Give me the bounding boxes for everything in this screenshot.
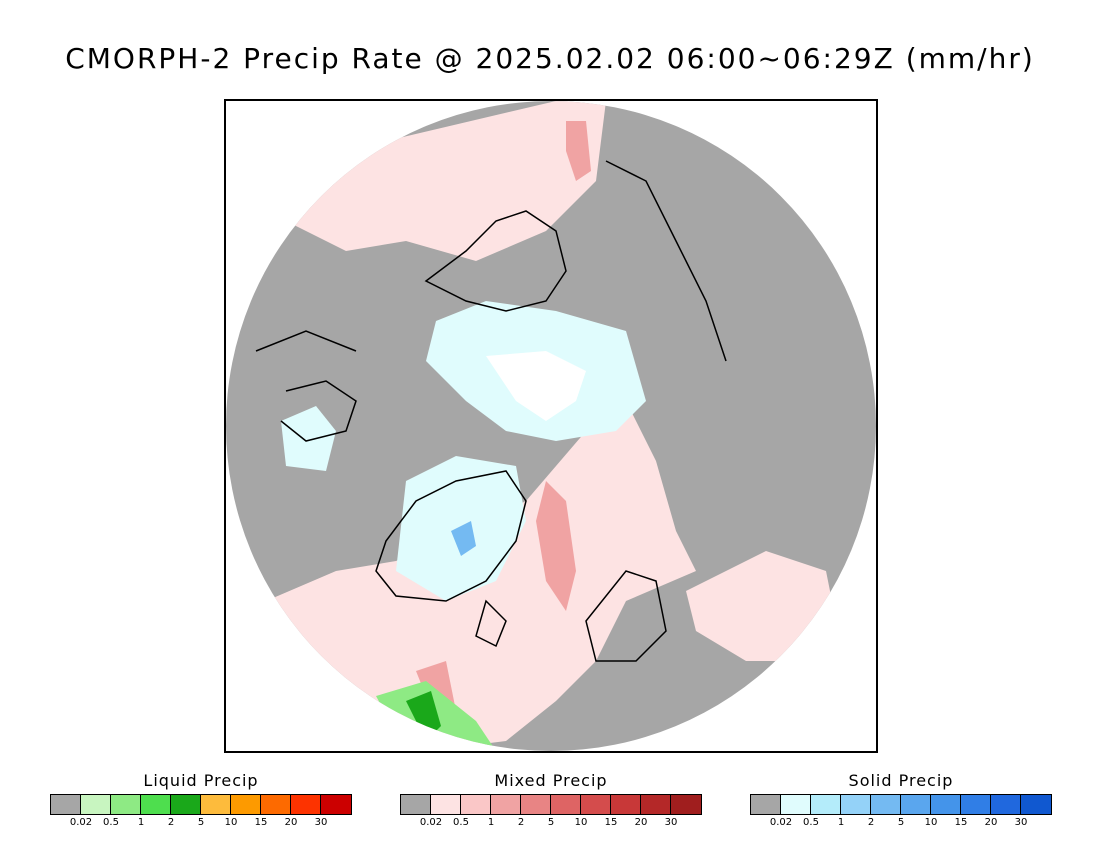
legend-liquid-tick: 0.5: [103, 817, 119, 828]
legend-solid-tick: 15: [954, 817, 968, 828]
solid-precip-hudson-bay: [281, 406, 336, 471]
legend-mixed-swatch: [521, 795, 551, 814]
legend-mixed-tick: 1: [487, 817, 495, 828]
legend-solid-tick: 30: [1014, 817, 1028, 828]
legend-solid-swatch: [751, 795, 781, 814]
legend-solid-swatch: [841, 795, 871, 814]
legend-mixed-swatch: [611, 795, 641, 814]
legend-mixed-swatch: [551, 795, 581, 814]
legend-solid-tick: 10: [924, 817, 938, 828]
legend-solid-tick: 20: [984, 817, 998, 828]
legend-mixed-swatch: [491, 795, 521, 814]
mixed-precip-bering: [566, 121, 591, 181]
legend-solid-ticks: 0.02 0.5 1 2 5 10 15 20 30: [750, 815, 1052, 829]
legend-solid-swatch: [871, 795, 901, 814]
polar-map-canvas: [226, 101, 876, 751]
legend-mixed-tick: 5: [547, 817, 555, 828]
map-title: CMORPH-2 Precip Rate @ 2025.02.02 06:00~…: [65, 42, 1035, 75]
legend-solid-swatch: [931, 795, 961, 814]
legend-mixed-swatch: [461, 795, 491, 814]
legend-solid-tick: 5: [897, 817, 905, 828]
legend-mixed-tick: 20: [634, 817, 648, 828]
legend-liquid-tick: 15: [254, 817, 268, 828]
legend-liquid-swatch: [201, 795, 231, 814]
legend-mixed-tick: 0.02: [419, 817, 443, 828]
legend-mixed-swatch: [401, 795, 431, 814]
legend-liquid-tick: 20: [284, 817, 298, 828]
legend-mixed-swatch: [671, 795, 701, 814]
legend-solid-swatch: [961, 795, 991, 814]
legend-mixed-tick: 30: [664, 817, 678, 828]
legend-solid-swatch: [811, 795, 841, 814]
legend-solid: Solid Precip 0.02 0.5 1 2 5 10 15 20 30: [750, 770, 1052, 829]
legend-liquid-swatch: [231, 795, 261, 814]
legend-mixed-tick: 2: [517, 817, 525, 828]
legend-mixed-tick: 15: [604, 817, 618, 828]
no-data-pole: [486, 351, 586, 421]
legend-solid-tick: 0.5: [803, 817, 819, 828]
legend-mixed-swatch: [431, 795, 461, 814]
solid-precip-greenland-core: [451, 521, 476, 556]
legend-solid-title: Solid Precip: [848, 771, 954, 790]
legend-solid-tick: 1: [837, 817, 845, 828]
legend-solid-swatches: [750, 794, 1052, 815]
coastlines: [255, 160, 727, 662]
legend-solid-swatch: [781, 795, 811, 814]
legend-solid-tick: 0.02: [769, 817, 793, 828]
legend-mixed-swatch: [641, 795, 671, 814]
legend-liquid: Liquid Precip 0.02 0.5 1 2 5 10 15 20 30: [50, 770, 352, 829]
legend-liquid-swatch: [171, 795, 201, 814]
legend-solid-swatch: [901, 795, 931, 814]
legend-liquid-swatches: [50, 794, 352, 815]
legend-liquid-tick: 2: [167, 817, 175, 828]
legend-solid-swatch: [991, 795, 1021, 814]
legend-liquid-swatch: [291, 795, 321, 814]
legend-solid-swatch: [1021, 795, 1051, 814]
legend-liquid-tick: 1: [137, 817, 145, 828]
legend-liquid-tick: 0.02: [69, 817, 93, 828]
legend-liquid-swatch: [141, 795, 171, 814]
legend-solid-tick: 2: [867, 817, 875, 828]
legend-liquid-swatch: [261, 795, 291, 814]
legend-mixed-swatch: [581, 795, 611, 814]
legend-liquid-tick: 5: [197, 817, 205, 828]
legend-liquid-title: Liquid Precip: [143, 771, 259, 790]
liquid-precip-heavy: [406, 691, 441, 741]
legend-mixed-ticks: 0.02 0.5 1 2 5 10 15 20 30: [400, 815, 702, 829]
legend-mixed-title: Mixed Precip: [494, 771, 608, 790]
legend-liquid-tick: 10: [224, 817, 238, 828]
legend-liquid-swatch: [51, 795, 81, 814]
legend-mixed-swatches: [400, 794, 702, 815]
legend-liquid-swatch: [111, 795, 141, 814]
mixed-precip-north-pacific: [286, 101, 606, 261]
polar-map: [224, 99, 878, 753]
legend-liquid-ticks: 0.02 0.5 1 2 5 10 15 20 30: [50, 815, 352, 829]
mixed-precip-greenland-sea: [536, 481, 576, 611]
mixed-precip-europe: [686, 551, 836, 661]
legend-liquid-swatch: [81, 795, 111, 814]
legend-liquid-tick: 30: [314, 817, 328, 828]
legend-mixed-tick: 0.5: [453, 817, 469, 828]
legend-mixed: Mixed Precip 0.02 0.5 1 2 5 10 15 20 30: [400, 770, 702, 829]
legend-liquid-swatch: [321, 795, 351, 814]
legend-mixed-tick: 10: [574, 817, 588, 828]
